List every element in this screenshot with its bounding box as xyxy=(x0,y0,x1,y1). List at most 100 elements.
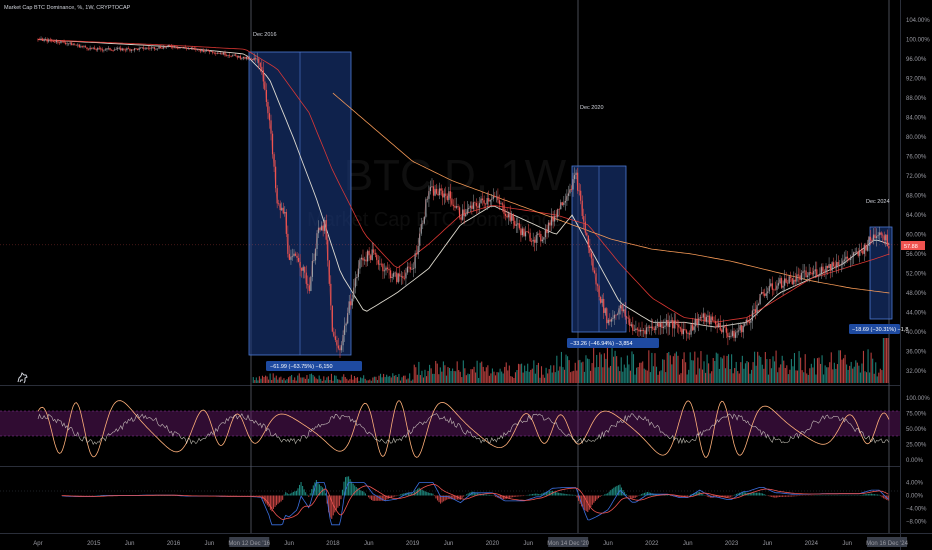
price-candle-body xyxy=(616,314,619,316)
price-candle-body xyxy=(411,269,413,270)
volume-bar xyxy=(320,378,322,383)
volume-bar xyxy=(655,366,658,383)
volume-bar xyxy=(525,371,527,383)
price-candle-body xyxy=(310,276,312,291)
price-candle-body xyxy=(658,322,660,327)
measure-box-2024[interactable] xyxy=(869,226,893,320)
price-candle-body xyxy=(831,262,833,271)
price-candle-body xyxy=(492,196,494,199)
volume-bar xyxy=(781,355,783,383)
volume-bar xyxy=(332,380,334,383)
volume-bar xyxy=(717,353,719,383)
volume-bar xyxy=(757,351,759,383)
macd-histogram-bar xyxy=(561,493,563,496)
price-candle-body xyxy=(532,239,534,242)
macd-histogram-bar xyxy=(752,492,754,496)
time-axis-tick-label: 2018 xyxy=(326,541,340,547)
volume-bar xyxy=(605,358,607,383)
volume-bar xyxy=(588,359,590,383)
stoch-axis-tick-label: 50.00% xyxy=(906,427,927,433)
macd-histogram-bar xyxy=(628,495,630,497)
price-candle-body xyxy=(72,44,74,46)
price-candle-body xyxy=(186,47,188,49)
macd-histogram-bar xyxy=(413,491,416,496)
volume-bar xyxy=(387,376,389,383)
macd-histogram-bar xyxy=(613,487,615,496)
macd-axis[interactable]: 4.00% 0.00% −4.00% −8.00% xyxy=(906,481,927,526)
price-candle-body xyxy=(560,202,562,210)
price-candle-body xyxy=(143,47,145,50)
price-candle-body xyxy=(317,227,320,234)
price-candle-body xyxy=(101,49,103,51)
macd-histogram-bar xyxy=(748,492,750,496)
macd-histogram-bar xyxy=(331,495,333,519)
horse-icon[interactable] xyxy=(17,372,28,384)
price-candle-body xyxy=(848,258,850,260)
macd-histogram-bar xyxy=(883,495,885,499)
volume-bar xyxy=(441,371,443,383)
macd-histogram-bar xyxy=(283,494,285,496)
volume-bar xyxy=(853,366,855,383)
macd-histogram-bar xyxy=(384,495,386,501)
macd-histogram-bar xyxy=(755,492,757,496)
volume-bar xyxy=(741,355,743,383)
macd-histogram-bar xyxy=(777,495,779,498)
macd-histogram-bar xyxy=(532,494,534,496)
macd-histogram-bar xyxy=(318,484,321,496)
macd-histogram-bar xyxy=(282,495,284,500)
price-candle-body xyxy=(664,325,666,327)
time-axis-tick-label: Jun xyxy=(284,541,294,547)
price-candle-body xyxy=(796,274,798,282)
macd-histogram-bar xyxy=(295,490,298,496)
macd-histogram-bar xyxy=(568,494,570,496)
price-candle-body xyxy=(851,256,853,258)
price-candle-body xyxy=(515,224,517,226)
price-candle-body xyxy=(474,202,476,203)
macd-histogram-bar xyxy=(400,494,402,496)
volume-bar xyxy=(772,356,774,383)
volume-bar xyxy=(642,361,644,383)
macd-histogram-bar xyxy=(797,495,799,497)
price-candle-body xyxy=(652,326,654,329)
price-candle-body xyxy=(790,276,792,279)
volume-bar xyxy=(885,338,888,383)
price-candle-body xyxy=(523,228,525,237)
macd-histogram-bar xyxy=(401,493,403,496)
price-candle-body xyxy=(175,46,177,48)
volume-bar xyxy=(826,367,828,383)
volume-bar xyxy=(364,378,366,383)
price-candle-body xyxy=(653,328,655,331)
measure-box-2016[interactable] xyxy=(248,51,352,356)
price-axis[interactable]: 104.00% 100.00% 96.00% 92.00% 88.00% 84.00% 80… xyxy=(906,18,930,375)
time-axis[interactable]: Apr 2015 Jun 2016 Jun Mon 12 Dec '16 Jun 2018 Ju… xyxy=(33,537,909,547)
price-candle-body xyxy=(679,327,681,329)
measure-box-2020[interactable] xyxy=(571,165,627,333)
price-candle-body xyxy=(235,54,237,56)
volume-bar xyxy=(697,357,699,383)
price-candle-body xyxy=(836,261,838,268)
price-candle-body xyxy=(379,263,381,265)
price-candle-body xyxy=(308,285,310,291)
price-axis-tick-label: 44.00% xyxy=(906,311,927,317)
volume-bar xyxy=(298,373,300,383)
volume-bar xyxy=(648,350,650,383)
stoch-axis[interactable]: 100.00% 75.00% 50.00% 25.00% 0.00% xyxy=(906,396,930,464)
macd-histogram-bar xyxy=(285,492,287,496)
price-candle-body xyxy=(498,200,501,205)
macd-histogram-bar xyxy=(329,495,331,518)
macd-histogram-bar xyxy=(573,494,575,496)
price-candle-body xyxy=(757,304,760,306)
volume-bar xyxy=(579,359,581,383)
macd-histogram-bar xyxy=(731,495,733,497)
volume-bar xyxy=(675,351,677,383)
price-candle-body xyxy=(672,320,674,329)
volume-bar xyxy=(338,379,340,383)
macd-histogram-bar xyxy=(725,495,727,498)
price-candle-body xyxy=(524,231,527,237)
price-candle-body xyxy=(782,285,784,288)
volume-bar xyxy=(453,371,455,383)
price-candle-body xyxy=(81,46,84,47)
price-candle-body xyxy=(423,216,425,224)
price-candle-body xyxy=(773,289,775,291)
price-candle-body xyxy=(221,53,223,55)
